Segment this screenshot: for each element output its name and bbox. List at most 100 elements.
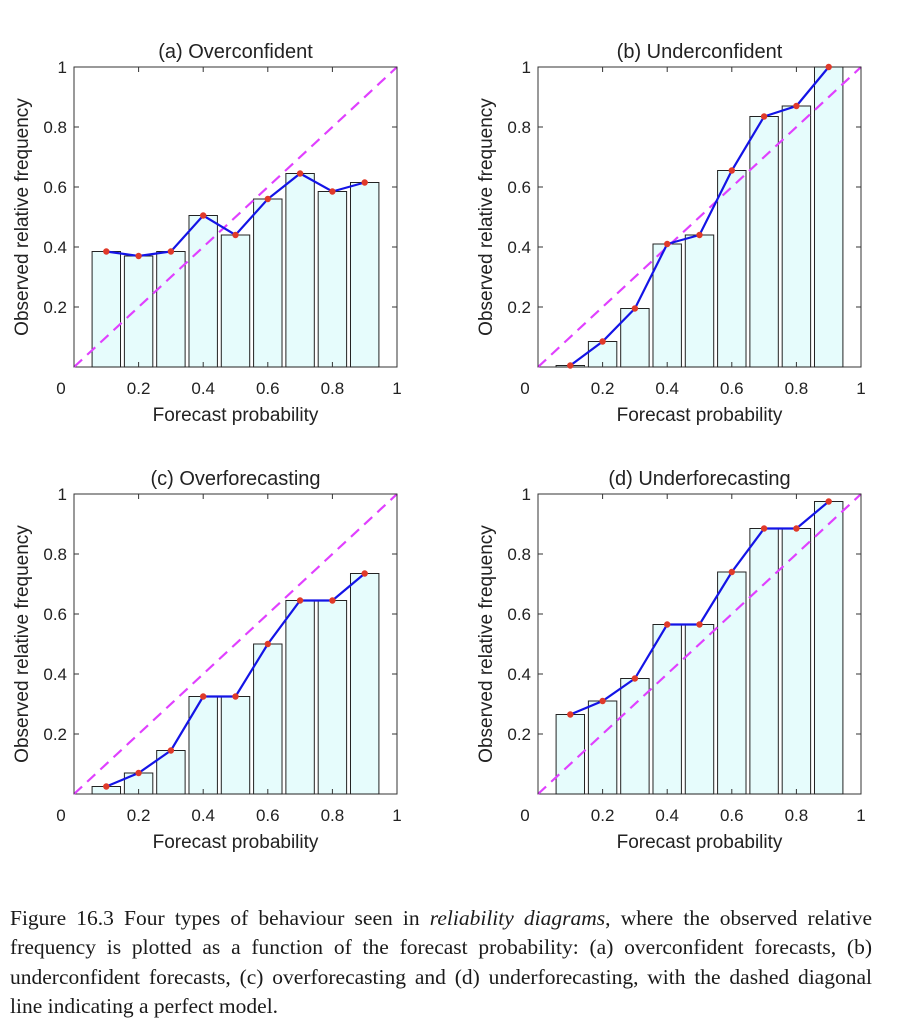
- y-tick-label: 0.4: [43, 665, 67, 684]
- chart-panel-2: 0 0.2 0.4 0.6 0.8 1 0.2 0.4 0.6 0.8 1 (c) Overforec…: [12, 468, 402, 853]
- data-point: [167, 248, 175, 255]
- data-point: [296, 170, 304, 177]
- data-point: [825, 498, 832, 505]
- data-point: [232, 693, 239, 700]
- data-point: [567, 362, 574, 369]
- bar: [749, 116, 779, 368]
- bar: [717, 571, 747, 795]
- y-tick-label: 0.4: [507, 665, 531, 684]
- perfect-model-diagonal: [73, 493, 398, 795]
- y-tick-label: 0.6: [507, 605, 531, 624]
- y-tick-label: 0.6: [43, 605, 67, 624]
- data-point: [825, 63, 832, 71]
- x-tick-label: 0.6: [256, 379, 280, 398]
- data-point: [760, 113, 768, 120]
- data-point: [232, 231, 239, 239]
- x-tick-label: 1: [856, 379, 865, 398]
- x-tick-label: 0.4: [191, 806, 215, 825]
- data-point: [329, 597, 336, 604]
- bar: [188, 215, 218, 368]
- perfect-model-diagonal: [537, 66, 862, 368]
- data-point: [361, 570, 368, 577]
- y-axis-label: Observed relative frequency: [12, 98, 33, 336]
- bar: [285, 600, 315, 795]
- y-tick-label: 0.6: [507, 178, 531, 197]
- chart-title: (b) Underconfident: [617, 41, 783, 63]
- chart-panel-1: 0 0.2 0.4 0.6 0.8 1 0.2 0.4 0.6 0.8 1 (b) Underconf…: [476, 41, 866, 426]
- x-tick-label: 0.8: [785, 379, 809, 398]
- x-tick-label: 0.2: [591, 806, 615, 825]
- y-tick-label: 0.4: [507, 238, 531, 257]
- bar: [717, 170, 747, 368]
- x-tick-label: 0.4: [191, 379, 215, 398]
- data-point: [135, 769, 142, 777]
- data-point: [103, 783, 110, 790]
- figure-caption: Figure 16.3 Four types of behaviour seen…: [10, 904, 872, 1022]
- data-point: [599, 697, 606, 705]
- y-tick-label: 0.4: [43, 238, 67, 257]
- bar: [317, 191, 348, 368]
- data-point: [599, 338, 606, 345]
- bar: [220, 696, 251, 795]
- data-point: [200, 693, 207, 700]
- x-tick-label: 0.8: [321, 379, 345, 398]
- y-tick-label: 0.2: [43, 725, 67, 744]
- data-point: [793, 525, 800, 532]
- y-tick-label: 1: [58, 58, 67, 77]
- bar: [220, 234, 251, 368]
- x-tick-label: 0.2: [591, 379, 615, 398]
- bar: [253, 198, 283, 368]
- bar: [749, 528, 779, 795]
- bar: [587, 700, 618, 795]
- bar: [317, 600, 348, 795]
- bar: [684, 624, 715, 795]
- bar: [620, 678, 650, 795]
- y-tick-label: 0.6: [43, 178, 67, 197]
- bar: [652, 624, 682, 795]
- x-axis-label: Forecast probability: [153, 405, 319, 426]
- x-tick-label: 0.8: [785, 806, 809, 825]
- data-point: [631, 305, 639, 312]
- x-tick-label: 0.2: [127, 379, 151, 398]
- data-point: [200, 212, 207, 219]
- x-tick-label: 0.6: [256, 806, 280, 825]
- data-point: [760, 525, 768, 532]
- y-tick-label: 0.8: [43, 545, 67, 564]
- x-tick-label: 0.2: [127, 806, 151, 825]
- caption-emphasis: reliability diagrams: [429, 905, 606, 930]
- chart-panel-0: 0 0.2 0.4 0.6 0.8 1 0.2 0.4 0.6 0.8 1 (a) Overconfi…: [12, 41, 402, 426]
- bar: [123, 255, 154, 368]
- bar: [684, 234, 715, 368]
- data-point: [329, 188, 336, 195]
- chart-panel-3: 0 0.2 0.4 0.6 0.8 1 0.2 0.4 0.6 0.8 1 (d) Underfore…: [476, 468, 866, 853]
- data-point: [631, 675, 639, 682]
- perfect-model-diagonal: [73, 66, 398, 368]
- x-tick-label: 0: [56, 806, 65, 825]
- y-axis-label: Observed relative frequency: [12, 525, 33, 763]
- bar: [781, 528, 812, 795]
- bar: [285, 173, 315, 368]
- data-point: [793, 102, 800, 110]
- chart-title: (c) Overforecasting: [150, 468, 320, 490]
- x-axis-label: Forecast probability: [153, 832, 319, 853]
- y-tick-label: 0.2: [507, 298, 531, 317]
- x-tick-label: 0.4: [655, 379, 679, 398]
- bar: [349, 182, 380, 368]
- y-tick-label: 0.8: [43, 118, 67, 137]
- x-tick-label: 1: [856, 806, 865, 825]
- data-point: [728, 167, 735, 174]
- caption-prefix: Figure 16.3 Four types of behaviour seen…: [10, 905, 430, 930]
- bar: [781, 105, 812, 368]
- data-point: [664, 240, 671, 248]
- data-point: [664, 621, 671, 628]
- x-axis-label: Forecast probability: [617, 405, 783, 426]
- chart-title: (a) Overconfident: [158, 41, 313, 63]
- x-tick-label: 0: [520, 806, 529, 825]
- data-point: [296, 597, 304, 604]
- y-tick-label: 1: [58, 485, 67, 504]
- data-point: [696, 621, 703, 628]
- bar: [91, 251, 122, 368]
- data-point: [696, 231, 703, 239]
- bar: [253, 643, 283, 795]
- x-tick-label: 1: [392, 379, 401, 398]
